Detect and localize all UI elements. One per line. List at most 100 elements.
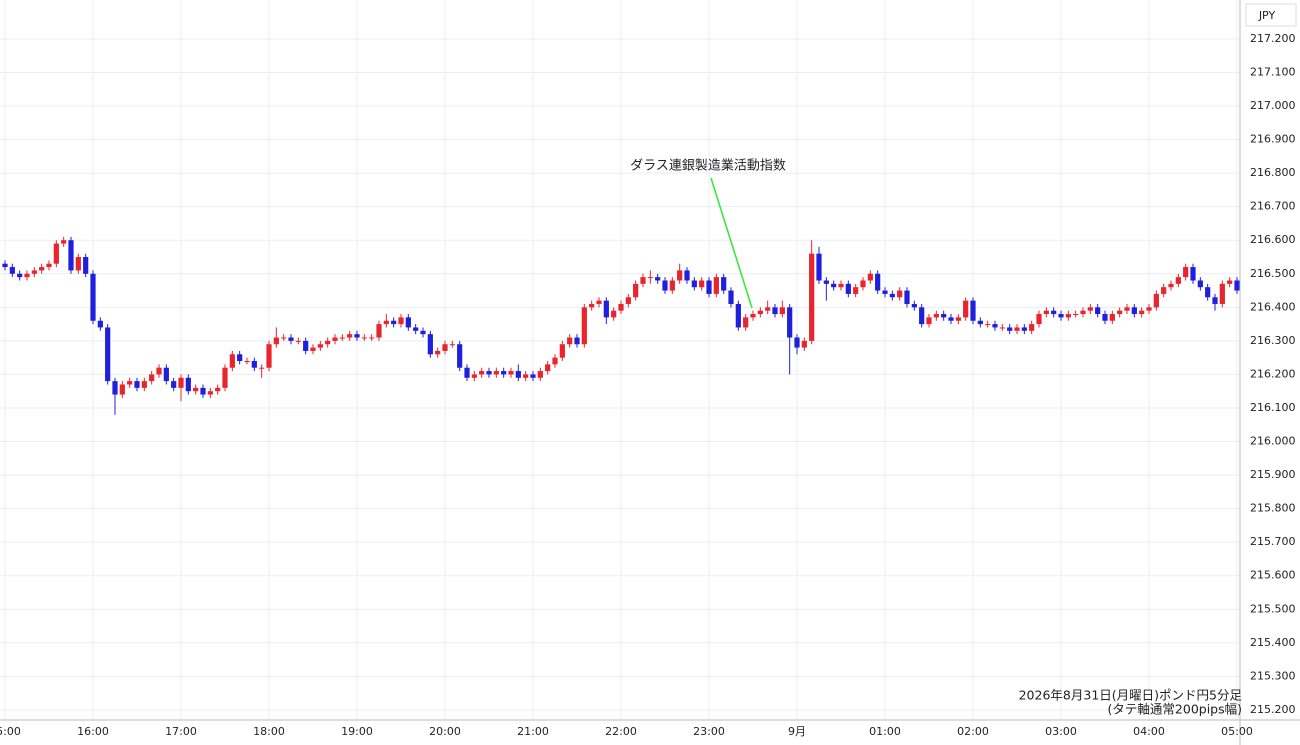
candle-body	[376, 324, 382, 338]
candle-body	[838, 283, 844, 288]
candle-body	[479, 371, 485, 375]
candle-body	[112, 381, 118, 395]
y-tick-label: 215.200	[1250, 703, 1296, 716]
x-tick-label: 17:00	[165, 725, 197, 738]
candle-body	[1175, 277, 1181, 284]
candle-body	[90, 273, 96, 321]
candle-body	[537, 371, 543, 378]
candle-body	[1080, 310, 1086, 315]
x-tick-label: 04:00	[1133, 725, 1165, 738]
y-tick-label: 216.600	[1250, 233, 1296, 246]
candle-body	[655, 277, 661, 281]
candle-body	[420, 330, 426, 335]
candle-body	[1117, 310, 1123, 315]
candle-body	[772, 307, 778, 315]
candle-body	[713, 277, 719, 294]
candle-body	[215, 387, 221, 392]
candle-body	[530, 374, 536, 378]
candle-body	[178, 377, 184, 388]
x-tick-label: 02:00	[957, 725, 989, 738]
y-tick-label: 215.300	[1250, 669, 1296, 682]
candle-body	[589, 303, 595, 308]
candle-body	[1065, 314, 1071, 318]
x-tick-label: 19:00	[341, 725, 373, 738]
candle-body	[625, 297, 631, 304]
candle-body	[552, 357, 558, 365]
candle-body	[728, 290, 734, 304]
candle-body	[757, 310, 763, 315]
candle-body	[955, 317, 961, 321]
candle-body	[486, 371, 492, 375]
candle-body	[750, 314, 756, 318]
candle-body	[156, 367, 162, 375]
plot-area	[0, 0, 1240, 720]
currency-box	[1245, 3, 1297, 27]
candle-body	[391, 320, 397, 325]
candle-body	[1234, 280, 1240, 291]
candle-body	[794, 337, 800, 348]
candle-body	[171, 381, 177, 388]
candle-body	[317, 344, 323, 348]
candle-body	[596, 300, 602, 304]
candle-body	[926, 317, 932, 325]
candle-body	[1102, 314, 1108, 321]
y-tick-label: 216.800	[1250, 166, 1296, 179]
candle-body	[633, 283, 639, 298]
currency-label: JPY	[1258, 9, 1276, 22]
candle-body	[398, 317, 404, 325]
y-tick-label: 217.100	[1250, 65, 1296, 78]
candle-body	[207, 391, 213, 395]
candle-body	[259, 367, 265, 369]
candle-body	[662, 280, 668, 291]
y-tick-label: 216.700	[1250, 200, 1296, 213]
candle-body	[809, 253, 815, 341]
candle-body	[691, 280, 697, 288]
x-tick-label: 05:00	[1221, 725, 1253, 738]
candle-body	[867, 273, 873, 281]
candle-body	[493, 371, 499, 375]
candle-body	[449, 344, 455, 346]
candle-body	[46, 263, 52, 268]
candle-body	[361, 337, 367, 339]
candle-body	[31, 270, 37, 274]
y-tick-label: 215.500	[1250, 602, 1296, 615]
candle-body	[325, 340, 331, 345]
y-tick-label: 216.300	[1250, 334, 1296, 347]
x-tick-label: 16:00	[77, 725, 109, 738]
candle-body	[237, 354, 243, 362]
y-tick-label: 215.700	[1250, 535, 1296, 548]
candle-body	[1139, 310, 1145, 315]
x-tick-label: 01:00	[869, 725, 901, 738]
candle-body	[53, 243, 59, 264]
x-tick-label: 18:00	[253, 725, 285, 738]
candle-body	[97, 320, 103, 328]
candle-body	[963, 300, 969, 318]
y-tick-label: 215.600	[1250, 569, 1296, 582]
candle-body	[244, 361, 250, 363]
candle-body	[853, 287, 859, 294]
candle-body	[567, 337, 573, 345]
x-tick-label: 15:00	[0, 725, 21, 738]
candle-body	[999, 327, 1005, 329]
candle-body	[515, 371, 521, 378]
candle-body	[303, 340, 309, 351]
candle-body	[369, 337, 375, 339]
candle-body	[647, 277, 653, 279]
candle-body	[787, 307, 793, 338]
y-tick-label: 216.500	[1250, 267, 1296, 280]
candle-body	[941, 314, 947, 318]
candle-body	[457, 344, 463, 368]
x-tick-label: 21:00	[517, 725, 549, 738]
candle-body	[1153, 293, 1159, 308]
candle-body	[405, 317, 411, 328]
candle-body	[332, 337, 338, 341]
y-tick-label: 215.800	[1250, 502, 1296, 515]
candle-body	[1227, 280, 1233, 284]
candle-body	[1190, 267, 1196, 281]
candle-body	[699, 280, 705, 288]
candle-body	[860, 280, 866, 288]
candle-body	[347, 334, 353, 338]
candle-body	[427, 334, 433, 355]
candle-body	[1029, 324, 1035, 331]
candle-body	[765, 307, 771, 311]
